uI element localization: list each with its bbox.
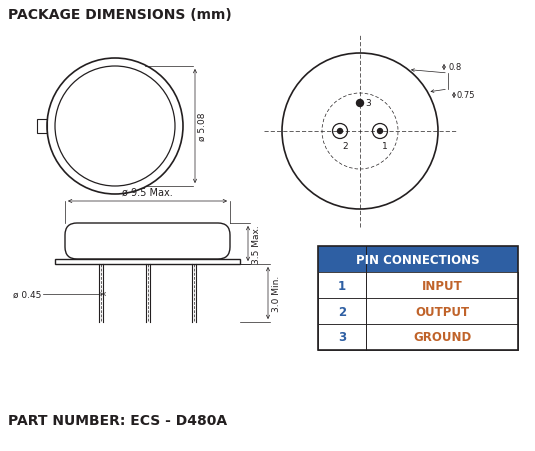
Text: 2: 2 — [338, 305, 346, 318]
Text: 1: 1 — [382, 142, 388, 151]
Text: 1: 1 — [338, 279, 346, 292]
Bar — [318, 246, 518, 272]
Bar — [37, 120, 47, 133]
Bar — [318, 272, 518, 299]
Circle shape — [378, 129, 383, 134]
Text: GROUND: GROUND — [413, 331, 471, 344]
Bar — [318, 246, 518, 350]
Text: 0.75: 0.75 — [456, 91, 475, 100]
Text: PACKAGE DIMENSIONS (mm): PACKAGE DIMENSIONS (mm) — [8, 8, 232, 22]
Text: 3: 3 — [338, 331, 346, 344]
Bar — [318, 299, 518, 324]
Text: 3: 3 — [365, 99, 371, 108]
Bar — [55, 259, 240, 264]
Circle shape — [338, 129, 342, 134]
Text: INPUT: INPUT — [422, 279, 462, 292]
Text: 2: 2 — [342, 142, 348, 151]
Text: 3.0 Min.: 3.0 Min. — [272, 275, 281, 312]
Text: OUTPUT: OUTPUT — [415, 305, 469, 318]
Circle shape — [356, 100, 363, 107]
Text: ø 0.45: ø 0.45 — [13, 290, 41, 299]
Bar — [318, 324, 518, 350]
Text: ø 9.5 Max.: ø 9.5 Max. — [122, 188, 173, 198]
Text: 0.8: 0.8 — [448, 63, 461, 72]
Text: 3.5 Max.: 3.5 Max. — [252, 225, 261, 263]
Text: PART NUMBER: ECS - D480A: PART NUMBER: ECS - D480A — [8, 413, 227, 427]
Text: ø 5.08: ø 5.08 — [198, 112, 207, 141]
Text: PIN CONNECTIONS: PIN CONNECTIONS — [356, 253, 480, 266]
